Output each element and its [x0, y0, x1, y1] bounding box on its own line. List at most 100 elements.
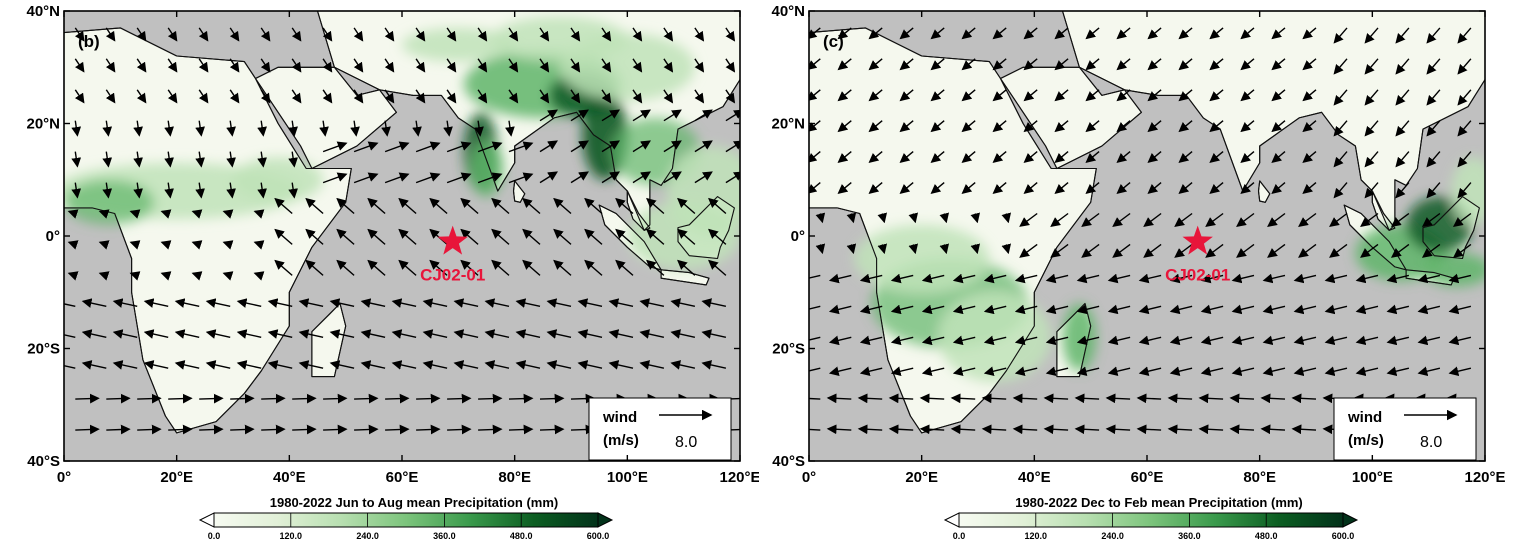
- wind-arrow: [322, 27, 333, 42]
- wind-arrow: [921, 335, 945, 346]
- wind-arrow: [1355, 304, 1379, 315]
- wind-arrow: [1209, 27, 1224, 40]
- wind-arrow: [453, 298, 479, 308]
- wind-arrow: [1014, 335, 1038, 346]
- wind-arrow: [639, 360, 665, 370]
- wind-arrow: [329, 360, 355, 370]
- wind-arrow: [329, 298, 355, 308]
- wind-arrow: [1023, 151, 1038, 163]
- wind-arrow: [1169, 366, 1193, 377]
- wind-arrow: [1421, 243, 1441, 258]
- wind-arrow: [305, 259, 324, 276]
- wind-arrow: [81, 298, 107, 308]
- wind-arrow: [1107, 335, 1131, 346]
- wind-arrow: [539, 171, 558, 184]
- wind-arrow: [1116, 182, 1131, 194]
- wind-arrow: [74, 27, 85, 42]
- wind-arrow: [1386, 273, 1410, 284]
- wind-arrow: [1324, 273, 1348, 284]
- wind-arrow: [429, 197, 448, 215]
- wind-arrow: [257, 151, 267, 168]
- wind-arrow: [930, 182, 945, 194]
- wind-arrow: [1074, 393, 1100, 404]
- wind-arrow: [508, 58, 519, 73]
- wind-arrow: [98, 209, 110, 219]
- colorbar-tick-label: 240.0: [1101, 531, 1124, 541]
- wind-arrow: [174, 329, 200, 339]
- wind-arrow: [1138, 304, 1162, 315]
- wind-arrow: [515, 360, 541, 370]
- wind-arrow: [1271, 89, 1286, 102]
- wind-arrow: [950, 424, 976, 435]
- wind-arrow: [639, 329, 665, 339]
- wind-arrow: [1364, 89, 1379, 106]
- wind-arrow: [98, 240, 110, 250]
- wind-arrow: [1019, 212, 1038, 227]
- wind-arrow: [522, 197, 541, 215]
- lon-tick-label: 20°E: [905, 469, 938, 486]
- wind-arrow: [1116, 120, 1131, 133]
- wind-arrow: [64, 303, 76, 307]
- wind-arrow: [919, 393, 945, 404]
- wind-arrow: [837, 120, 852, 133]
- colorbar-tick-label: 0.0: [953, 531, 966, 541]
- wind-arrow: [1023, 58, 1038, 71]
- wind-arrow: [205, 329, 231, 339]
- wind-arrow: [1054, 27, 1069, 40]
- wind-arrow: [725, 27, 736, 42]
- wind-arrow: [868, 120, 883, 133]
- wind-arrow: [1174, 243, 1193, 258]
- wind-arrow: [453, 360, 479, 370]
- wind-arrow: [601, 58, 612, 73]
- lon-tick-label: 80°E: [1243, 469, 1276, 486]
- wind-arrow: [1324, 335, 1348, 346]
- wind-arrow: [384, 89, 395, 104]
- wind-arrow: [1271, 27, 1286, 40]
- wind-arrow: [828, 304, 852, 315]
- wind-arrow: [105, 27, 116, 42]
- wind-arrow: [81, 360, 107, 370]
- wind-arrow: [1421, 212, 1441, 227]
- wind-arrow: [199, 393, 224, 404]
- wind-arrow: [416, 424, 441, 435]
- wind-arrow: [143, 329, 169, 339]
- wind-arrow: [446, 58, 457, 73]
- wind-arrow: [615, 197, 634, 215]
- wind-arrow: [1198, 424, 1224, 435]
- wind-arrow: [1329, 243, 1348, 258]
- wind-arrow: [1147, 27, 1162, 40]
- wind-arrow: [508, 89, 519, 104]
- wind-arrow: [102, 120, 113, 137]
- wind-vectors: [809, 27, 1472, 435]
- lat-tick-label: 0°: [46, 228, 60, 245]
- wind-arrow: [508, 27, 519, 42]
- wind-arrow: [1116, 89, 1131, 102]
- wind-arrow: [71, 120, 82, 137]
- wind-arrow: [601, 27, 612, 42]
- wind-arrow: [1360, 243, 1379, 258]
- wind-arrow: [1364, 182, 1379, 199]
- wind-arrow: [353, 27, 364, 42]
- wind-arrow: [105, 58, 116, 73]
- wind-arrow: [553, 197, 572, 215]
- wind-arrow: [694, 109, 713, 122]
- wind-arrow: [809, 305, 821, 310]
- wind-arrow: [1116, 58, 1131, 71]
- wind-arrow: [837, 89, 852, 102]
- wind-arrow: [1229, 393, 1255, 404]
- wind-arrow: [877, 212, 888, 224]
- colorbar-tick-label: 360.0: [1178, 531, 1201, 541]
- lon-tick-label: 120°E: [719, 469, 759, 486]
- wind-arrow: [1426, 120, 1441, 137]
- wind-arrow: [298, 298, 324, 308]
- wind-arrow: [677, 228, 696, 245]
- wind-arrow: [508, 393, 534, 404]
- wind-arrow: [323, 393, 348, 404]
- wind-arrow: [939, 212, 950, 224]
- wind-arrow: [1205, 243, 1224, 258]
- wind-arrow: [1302, 120, 1317, 133]
- wind-arrow: [1395, 58, 1410, 75]
- wind-arrow: [81, 329, 107, 339]
- wind-arrow: [1262, 335, 1286, 346]
- colorbar: [213, 512, 599, 528]
